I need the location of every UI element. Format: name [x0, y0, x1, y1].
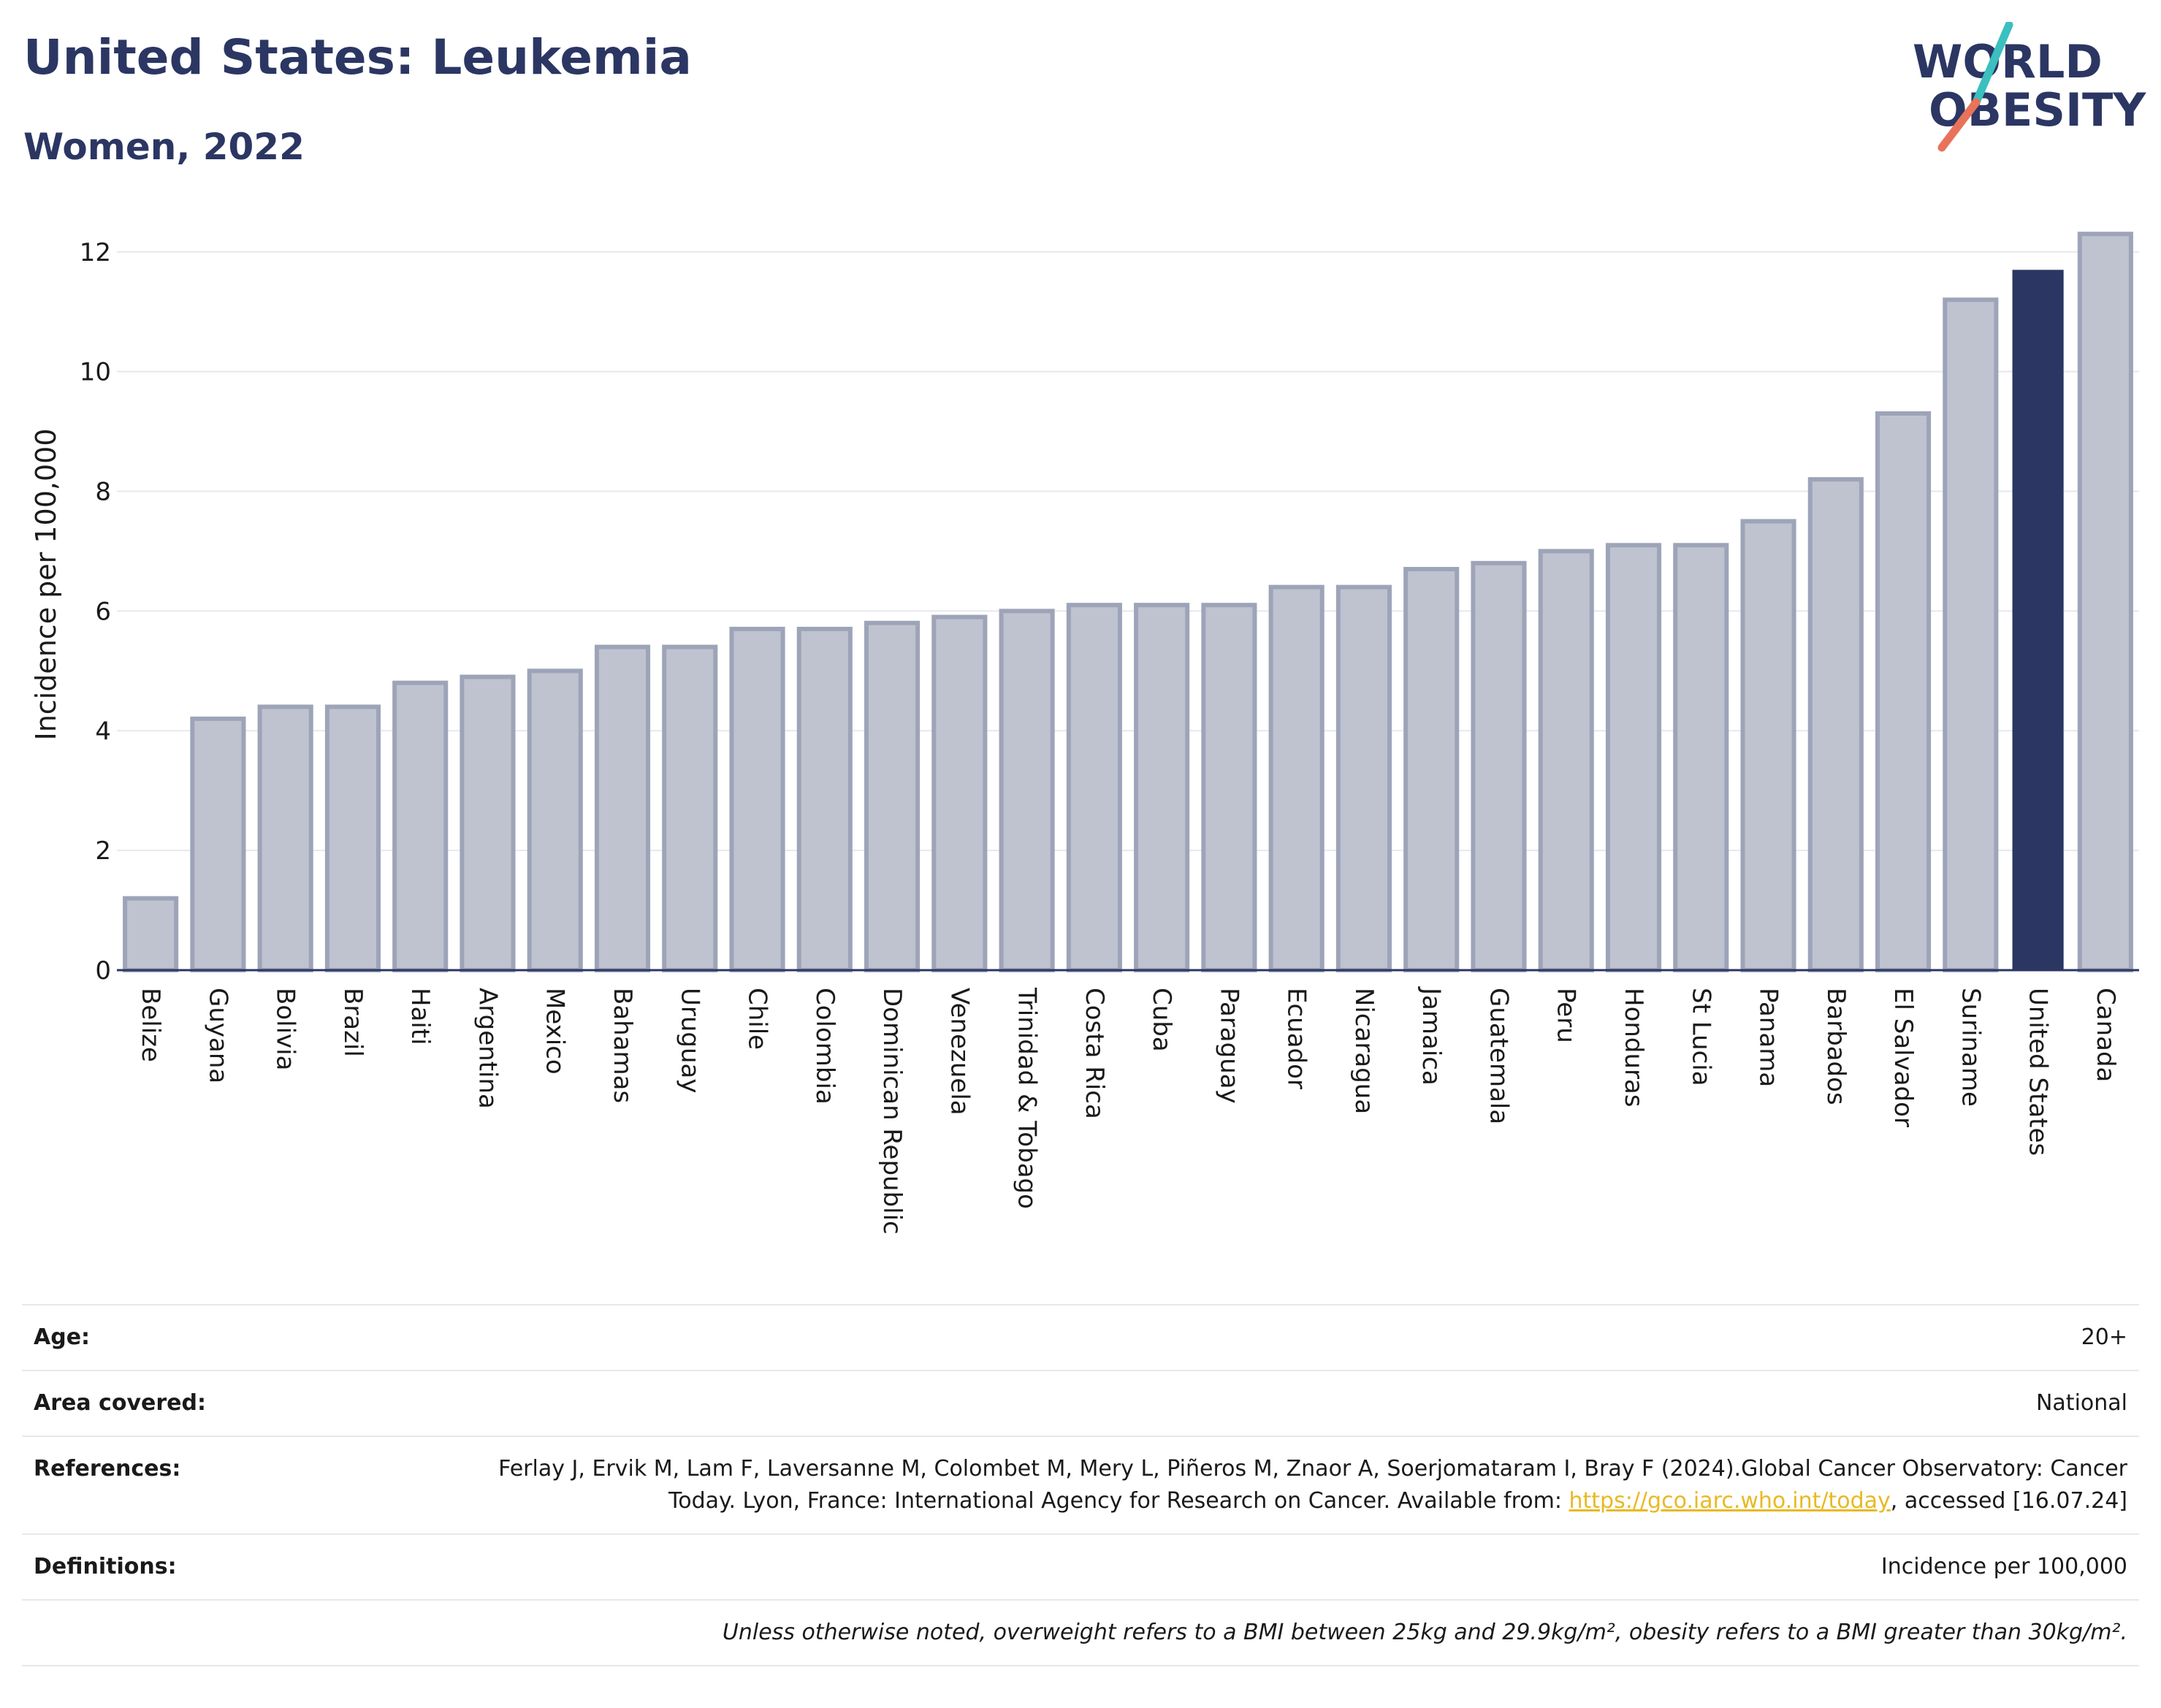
y-tick-label: 4: [95, 717, 111, 746]
bar-mexico: [527, 668, 583, 972]
bar-guyana: [190, 716, 246, 972]
x-tick-label: Trinidad & Tobago: [1013, 987, 1042, 1209]
bar-haiti: [392, 680, 449, 972]
x-tick-label: Canada: [2091, 988, 2120, 1082]
x-tick-label: Dominican Republic: [877, 988, 907, 1235]
references-value: Ferlay J, Ervik M, Lam F, Laversanne M, …: [425, 1436, 2139, 1534]
bar-brazil: [324, 704, 381, 973]
bar-bolivia: [257, 704, 313, 973]
x-tick-label: El Salvador: [1889, 988, 1918, 1127]
bmi-note: Unless otherwise noted, overweight refer…: [722, 1620, 2127, 1645]
y-tick-label: 12: [80, 238, 111, 267]
x-tick-label: Jamaica: [1417, 986, 1446, 1086]
bar-united-states: [2012, 270, 2064, 970]
x-tick-label: Uruguay: [675, 988, 704, 1094]
x-tick-label: Guatemala: [1484, 988, 1513, 1124]
x-tick-label: Peru: [1552, 988, 1581, 1043]
x-tick-label: Venezuela: [945, 988, 974, 1116]
references-text-2: , accessed [16.07.24]: [1890, 1488, 2127, 1514]
bar-paraguay: [1201, 603, 1257, 972]
world-obesity-logo: WORLD OBESITY: [1913, 22, 2146, 152]
bar-belize: [123, 896, 179, 972]
bar-suriname: [1943, 297, 1999, 972]
area-label: Area covered:: [34, 1390, 206, 1416]
logo-slash-coral: [1937, 98, 1981, 152]
x-tick-label: Colombia: [810, 988, 839, 1105]
bar-dominican-republic: [864, 620, 921, 972]
x-tick-label: Argentina: [473, 988, 502, 1109]
bar-panama: [1740, 519, 1796, 972]
grid-lines: [117, 251, 2139, 852]
x-tick-label: Belize: [136, 988, 165, 1062]
bar-barbados: [1807, 477, 1864, 972]
logo-slash-teal: [1972, 22, 2013, 107]
age-label: Age:: [34, 1324, 91, 1350]
x-tick-label: Suriname: [1956, 988, 1985, 1107]
chart-subtitle: Women, 2022: [23, 126, 305, 168]
info-row-age: Age: 20+: [22, 1305, 2139, 1370]
x-tick-label: Haiti: [405, 988, 435, 1045]
x-tick-label: Panama: [1754, 988, 1783, 1087]
bar-honduras: [1605, 543, 1662, 972]
x-tick-label: Guyana: [203, 988, 232, 1083]
y-tick-label: 2: [95, 836, 111, 866]
bar-costa-rica: [1066, 603, 1122, 972]
info-table: Age: 20+ Area covered: National Referenc…: [22, 1304, 2139, 1666]
logo-word-world: WORLD: [1913, 35, 2103, 88]
logo-word-obesity: OBESITY: [1929, 83, 2146, 137]
info-row-references: References: Ferlay J, Ervik M, Lam F, La…: [22, 1436, 2139, 1534]
x-axis-labels: Belize Guyana Bolivia Brazil Haiti Argentina M…: [136, 986, 2120, 1235]
x-tick-label: Costa Rica: [1080, 988, 1109, 1119]
note-spacer: [22, 1600, 425, 1666]
x-tick-label: Nicaragua: [1349, 988, 1379, 1114]
bar-bahamas: [594, 644, 651, 972]
bars: [123, 232, 2133, 973]
x-tick-label: Paraguay: [1214, 988, 1243, 1104]
references-link[interactable]: https://gco.iarc.who.int/today: [1569, 1488, 1891, 1514]
x-tick-label: Barbados: [1821, 988, 1851, 1105]
age-value: 20+: [2081, 1324, 2127, 1350]
bar-venezuela: [931, 614, 988, 972]
bar-argentina: [460, 674, 516, 972]
definitions-value: Incidence per 100,000: [1880, 1554, 2127, 1579]
chart-title: United States: Leukemia: [23, 29, 692, 85]
x-tick-label: Brazil: [338, 988, 367, 1057]
x-tick-label: Honduras: [1619, 988, 1648, 1107]
bar-st-lucia: [1673, 543, 1729, 972]
bar-canada: [2077, 232, 2133, 972]
y-tick-label: 0: [95, 956, 111, 985]
bar-cuba: [1134, 603, 1190, 972]
y-axis-ticks: 0 2 4 6 8 10 12: [80, 238, 111, 985]
x-tick-label: United States: [2024, 988, 2053, 1156]
bar-peru: [1538, 549, 1594, 972]
info-row-note: Unless otherwise noted, overweight refer…: [22, 1600, 2139, 1666]
definitions-label: Definitions:: [34, 1554, 177, 1579]
bar-uruguay: [662, 644, 718, 972]
x-tick-label: Mexico: [541, 988, 570, 1075]
references-text-1: Ferlay J, Ervik M, Lam F, Laversanne M, …: [498, 1456, 2127, 1514]
info-row-area: Area covered: National: [22, 1370, 2139, 1436]
y-axis-title: Incidence per 100,000: [30, 428, 62, 740]
area-value: National: [2035, 1390, 2127, 1416]
y-tick-label: 8: [95, 478, 111, 507]
bar-chile: [729, 626, 785, 972]
x-tick-label: Chile: [743, 988, 772, 1050]
bar-nicaragua: [1335, 584, 1392, 972]
bar-jamaica: [1403, 567, 1460, 972]
x-tick-label: Bahamas: [608, 988, 637, 1103]
bar-chart: 0 2 4 6 8 10 12 Belize Guyana Bolivia Brazil Haiti…: [30, 232, 2139, 1235]
bar-ecuador: [1268, 584, 1325, 972]
bar-colombia: [796, 626, 853, 972]
bar-guatemala: [1471, 560, 1527, 972]
x-tick-label: Ecuador: [1282, 988, 1311, 1089]
x-tick-label: Bolivia: [271, 988, 300, 1070]
info-row-definitions: Definitions: Incidence per 100,000: [22, 1534, 2139, 1600]
y-tick-label: 10: [80, 358, 111, 387]
references-label: References:: [34, 1456, 181, 1482]
bar-trinidad-tobago: [999, 609, 1055, 972]
bar-el-salvador: [1875, 411, 1932, 972]
y-tick-label: 6: [95, 597, 111, 626]
x-tick-label: Cuba: [1147, 988, 1176, 1052]
x-tick-label: St Lucia: [1686, 988, 1715, 1086]
